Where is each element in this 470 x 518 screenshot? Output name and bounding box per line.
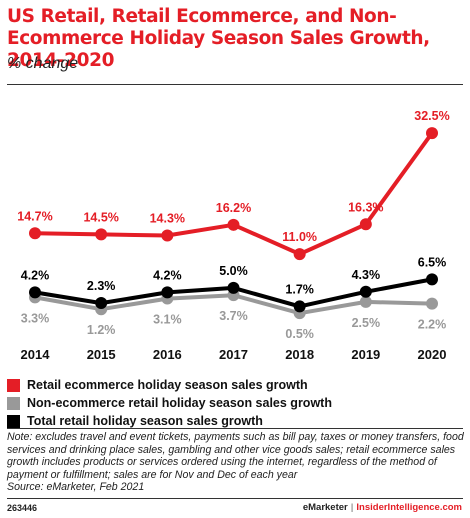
point-retail-ecommerce-holiday-season-sales-growth-2016 [161,229,174,242]
data-label-layer: 14.7% 14.5% 14.3% 16.2% 11.0% 16.3% 32.5% 3.3% 1… [17,109,449,341]
point-total-retail-holiday-season-sales-growth-2020 [426,273,438,286]
chart-id: 263446 [7,503,38,513]
x-tick-2019: 2019 [351,347,380,362]
data-label-retail-ecommerce-holiday-season-sales-growth-2017: 16.2% [216,201,251,215]
data-label-retail-ecommerce-holiday-season-sales-growth-2018: 11.0% [282,230,317,244]
x-tick-2018: 2018 [285,347,314,362]
legend-item-non-ecommerce: Non-ecommerce retail holiday season sale… [7,394,332,412]
top-divider [7,84,463,85]
x-tick-2016: 2016 [153,347,182,362]
data-label-total-retail-holiday-season-sales-growth-2014: 4.2% [21,268,50,282]
data-label-non-ecommerce-retail-holiday-season-sales-growth-2014: 3.3% [21,311,50,325]
x-tick-2020: 2020 [418,347,447,362]
point-total-retail-holiday-season-sales-growth-2019 [359,285,372,298]
data-label-non-ecommerce-retail-holiday-season-sales-growth-2016: 3.1% [153,313,182,327]
data-label-retail-ecommerce-holiday-season-sales-growth-2014: 14.7% [17,209,52,223]
point-retail-ecommerce-holiday-season-sales-growth-2018 [293,248,306,261]
x-tick-2017: 2017 [219,347,248,362]
point-total-retail-holiday-season-sales-growth-2014 [29,286,41,299]
data-label-non-ecommerce-retail-holiday-season-sales-growth-2017: 3.7% [219,309,248,323]
point-non-ecommerce-retail-holiday-season-sales-growth-2019 [359,295,372,308]
chart-subtitle: % change [7,55,79,72]
data-label-total-retail-holiday-season-sales-growth-2015: 2.3% [87,279,116,293]
data-label-non-ecommerce-retail-holiday-season-sales-growth-2015: 1.2% [87,323,116,337]
data-label-non-ecommerce-retail-holiday-season-sales-growth-2020: 2.2% [418,318,447,332]
data-label-retail-ecommerce-holiday-season-sales-growth-2016: 14.3% [150,212,185,226]
x-axis: 2014 2015 2016 2017 2018 2019 2020 [21,347,447,362]
legend-label-ecommerce: Retail ecommerce holiday season sales gr… [27,378,308,392]
data-label-total-retail-holiday-season-sales-growth-2016: 4.2% [153,268,182,282]
point-retail-ecommerce-holiday-season-sales-growth-2014 [29,227,41,240]
series-layer [29,127,438,320]
footnote: Note: excludes travel and event tickets,… [7,431,465,494]
point-retail-ecommerce-holiday-season-sales-growth-2020 [426,127,438,140]
notes-divider [7,428,463,429]
data-label-retail-ecommerce-holiday-season-sales-growth-2019: 16.3% [348,200,383,214]
legend-swatch-ecommerce [7,378,20,392]
footer-divider [7,498,463,499]
brand-emarketer: eMarketer [302,502,348,513]
footnote-source: Source: eMarketer, Feb 2021 [7,481,145,494]
legend-swatch-non-ecommerce [7,396,20,410]
data-label-non-ecommerce-retail-holiday-season-sales-growth-2019: 2.5% [352,316,381,330]
data-label-retail-ecommerce-holiday-season-sales-growth-2015: 14.5% [83,210,118,224]
data-label-total-retail-holiday-season-sales-growth-2017: 5.0% [219,264,248,278]
point-total-retail-holiday-season-sales-growth-2015 [95,297,108,310]
point-total-retail-holiday-season-sales-growth-2018 [293,300,306,313]
legend: Retail ecommerce holiday season sales gr… [7,376,332,430]
data-label-total-retail-holiday-season-sales-growth-2019: 4.3% [352,268,381,282]
x-tick-2014: 2014 [21,347,51,362]
point-retail-ecommerce-holiday-season-sales-growth-2015 [95,228,108,241]
legend-label-non-ecommerce: Non-ecommerce retail holiday season sale… [27,396,332,410]
point-retail-ecommerce-holiday-season-sales-growth-2019 [359,218,372,231]
point-non-ecommerce-retail-holiday-season-sales-growth-2020 [426,297,438,310]
series-line-retail-ecommerce-holiday-season-sales-growth [34,131,434,257]
legend-label-total: Total retail holiday season sales growth [27,414,263,428]
data-label-total-retail-holiday-season-sales-growth-2020: 6.5% [418,255,447,269]
legend-item-total: Total retail holiday season sales growth [7,412,332,430]
data-label-total-retail-holiday-season-sales-growth-2018: 1.7% [285,282,314,296]
legend-item-ecommerce: Retail ecommerce holiday season sales gr… [7,376,332,394]
chart-title: US Retail, Retail Ecommerce, and Non-Eco… [7,6,430,71]
brand-separator: | [350,502,354,513]
brand-insider-intelligence: InsiderIntelligence.com [356,502,462,513]
legend-swatch-total [7,414,20,428]
x-tick-2015: 2015 [87,347,116,362]
footer-brand: eMarketer | InsiderIntelligence.com [303,502,462,513]
point-total-retail-holiday-season-sales-growth-2017 [227,281,240,294]
data-label-retail-ecommerce-holiday-season-sales-growth-2020: 32.5% [414,109,449,123]
point-total-retail-holiday-season-sales-growth-2016 [161,286,174,299]
footnote-note: Note: excludes travel and event tickets,… [7,431,464,481]
point-retail-ecommerce-holiday-season-sales-growth-2017 [227,218,240,231]
data-label-non-ecommerce-retail-holiday-season-sales-growth-2018: 0.5% [285,327,314,341]
line-chart: 14.7% 14.5% 14.3% 16.2% 11.0% 16.3% 32.5% 3.3% 1… [17,109,449,362]
